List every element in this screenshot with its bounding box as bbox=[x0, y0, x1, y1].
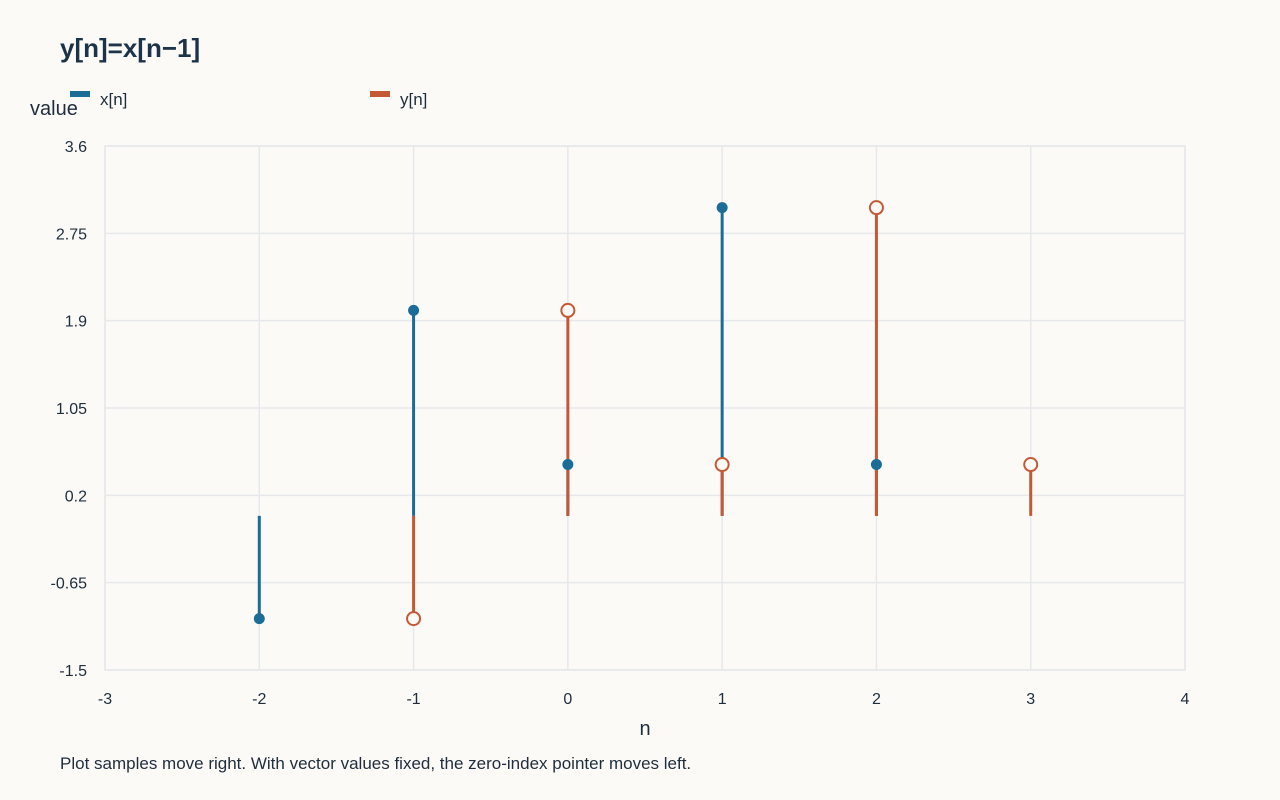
marker-y-hollow bbox=[868, 200, 884, 216]
y-tick-label: 3.6 bbox=[65, 139, 87, 156]
chart-caption: Plot samples move right. With vector val… bbox=[60, 754, 692, 773]
y-tick-label: 1.9 bbox=[65, 314, 87, 331]
legend-label-x: x[n] bbox=[100, 90, 127, 109]
x-tick-label: -1 bbox=[406, 691, 420, 708]
legend-swatch-x bbox=[70, 91, 90, 97]
marker-x-filled bbox=[253, 613, 265, 625]
legend-label-y: y[n] bbox=[400, 90, 427, 109]
grid-layer bbox=[104, 145, 1186, 671]
y-tick-label: -1.5 bbox=[59, 663, 87, 680]
x-tick-label: -3 bbox=[98, 691, 112, 708]
x-tick-label: 3 bbox=[1026, 691, 1035, 708]
x-tick-label: 1 bbox=[718, 691, 727, 708]
legend-swatch-y bbox=[370, 91, 390, 97]
y-tick-label: -0.65 bbox=[51, 576, 88, 593]
x-tick-label: 4 bbox=[1181, 691, 1190, 708]
legend: x[n] y[n] bbox=[70, 90, 427, 109]
marker-layer bbox=[253, 200, 1039, 627]
y-tick-label: 0.2 bbox=[65, 488, 87, 505]
marker-y-hollow bbox=[406, 611, 422, 627]
x-tick-label: 2 bbox=[872, 691, 881, 708]
marker-x-filled bbox=[716, 202, 728, 214]
y-tick-label: 2.75 bbox=[56, 226, 87, 243]
marker-x-filled bbox=[408, 304, 420, 316]
marker-x-filled bbox=[562, 459, 574, 471]
y-tick-label: 1.05 bbox=[56, 401, 87, 418]
marker-y-hollow bbox=[714, 457, 730, 473]
stem-layer bbox=[257, 207, 1033, 619]
y-axis-label: value bbox=[30, 98, 78, 120]
marker-y-hollow bbox=[560, 302, 576, 318]
chart-title: y[n]=x[n−1] bbox=[60, 33, 201, 63]
marker-x-filled bbox=[870, 459, 882, 471]
x-axis-label: n bbox=[639, 718, 650, 740]
x-tick-label: 0 bbox=[563, 691, 572, 708]
x-tick-label: -2 bbox=[252, 691, 266, 708]
axis-layer: -3 -2 -1 0 1 2 3 4 3.6 2.75 1.9 1.05 0.2 -0.65 -1.5 n va… bbox=[30, 98, 1190, 740]
marker-y-hollow bbox=[1023, 457, 1039, 473]
